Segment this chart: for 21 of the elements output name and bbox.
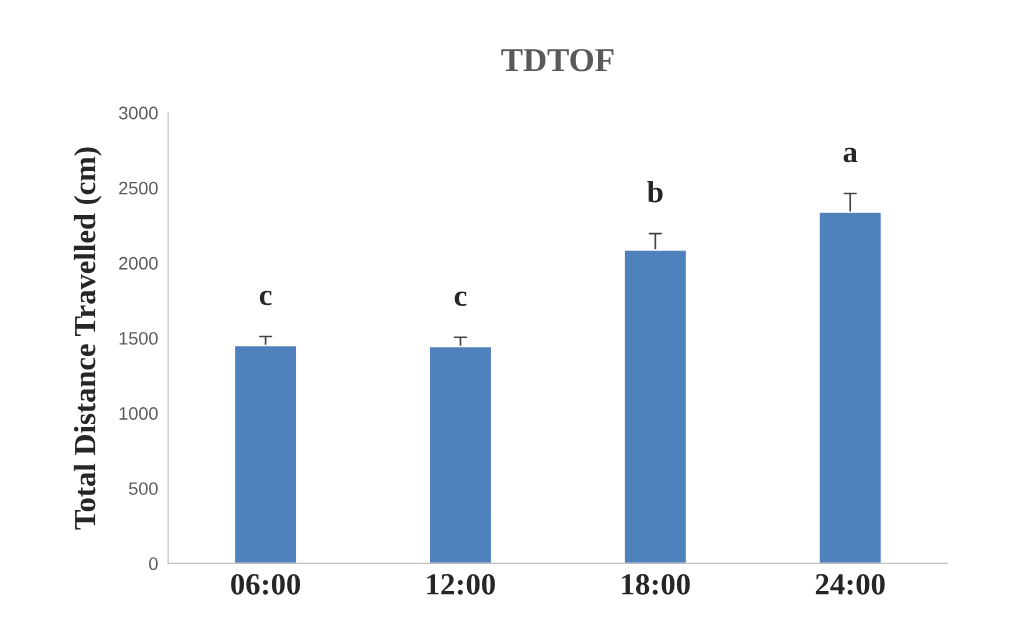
y-tick-label: 3000 [118, 106, 158, 120]
annotation: a [843, 147, 858, 163]
bar [428, 345, 493, 564]
y-tick-label: 2000 [119, 256, 158, 270]
y-tick-label: 1000 [119, 407, 158, 420]
y-tick-label: 1500 [119, 331, 158, 345]
y-tick-label: 2500 [119, 181, 158, 195]
y-axis-title: Total Distance Travelled (cm) [73, 147, 102, 530]
annotation: c [454, 291, 467, 307]
bar [818, 211, 883, 564]
bar [623, 249, 688, 564]
x-tick-label: 12:00 [427, 574, 495, 595]
x-tick-label: 06:00 [231, 574, 301, 595]
annotation: b [647, 180, 663, 203]
x-tick-label: 24:00 [815, 574, 885, 595]
chart-title: TDTOF [501, 48, 614, 72]
x-tick-label: 18:00 [622, 574, 690, 595]
y-tick-label: 0 [149, 557, 158, 571]
annotation: c [259, 290, 272, 306]
y-tick-label: 500 [129, 482, 158, 495]
bar [233, 344, 298, 564]
